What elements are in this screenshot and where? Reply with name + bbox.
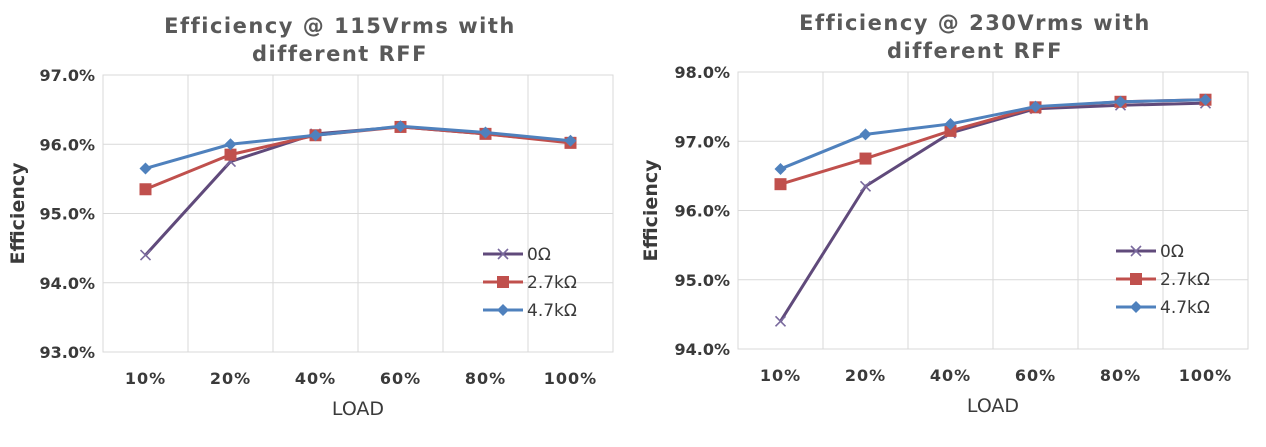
y-tick-label: 96.0%: [674, 202, 730, 221]
y-axis-label: Efficiency: [7, 162, 29, 265]
legend: 0Ω 2.7kΩ 4.7kΩ: [483, 245, 577, 321]
data-point: [859, 180, 872, 192]
legend-entry: 0Ω: [483, 245, 551, 265]
data-point: [1114, 95, 1127, 108]
x-axis-label: LOAD: [967, 395, 1019, 417]
y-tick-label: 97.0%: [674, 132, 730, 151]
legend: 0Ω 2.7kΩ 4.7kΩ: [1116, 242, 1210, 318]
series-3: [774, 93, 1212, 175]
data-point: [309, 129, 322, 142]
x-tick-label: 80%: [465, 369, 506, 388]
data-point: [859, 152, 872, 165]
legend-entry: 4.7kΩ: [1116, 298, 1210, 318]
data-point: [394, 120, 407, 133]
data-point: [139, 183, 152, 196]
x-tick-label: 60%: [1015, 366, 1056, 385]
legend-marker: [497, 304, 509, 316]
legend-label: 4.7kΩ: [1160, 298, 1210, 318]
data-point: [1029, 100, 1042, 113]
legend-marker: [497, 276, 509, 288]
y-tick-label: 97.0%: [39, 66, 95, 85]
legend-marker: [1130, 245, 1142, 257]
x-tick-label: 60%: [380, 369, 421, 388]
legend-marker: [1130, 301, 1142, 313]
legend-marker: [1130, 273, 1142, 285]
series-3: [139, 120, 577, 175]
chart-title: Efficiency @ 230Vrms with different RFF: [799, 11, 1151, 63]
y-tick-label: 95.0%: [674, 271, 730, 290]
chart-1: Efficiency @ 115Vrms with different RFF 93…: [7, 14, 614, 420]
data-point: [224, 148, 237, 161]
legend-entry: 0Ω: [1116, 242, 1184, 262]
data-point: [139, 249, 152, 261]
data-point: [774, 178, 787, 191]
x-axis-label: LOAD: [332, 398, 384, 420]
data-point: [774, 162, 787, 175]
data-point: [859, 128, 872, 141]
data-point: [564, 134, 577, 147]
legend-entry: 4.7kΩ: [483, 301, 577, 321]
y-tick-label: 98.0%: [674, 63, 730, 82]
data-point: [774, 315, 787, 327]
chart-title-line: different RFF: [887, 39, 1063, 63]
y-axis-label: Efficiency: [640, 159, 662, 262]
legend-label: 0Ω: [1160, 242, 1184, 262]
data-point: [139, 162, 152, 175]
data-point: [1199, 93, 1212, 106]
chart-title-line: different RFF: [252, 42, 428, 66]
x-tick-label: 40%: [930, 366, 971, 385]
y-tick-label: 93.0%: [39, 343, 95, 362]
legend-marker: [497, 248, 509, 260]
x-tick-label: 10%: [125, 369, 166, 388]
chart-title-line: Efficiency @ 115Vrms with: [164, 14, 516, 38]
x-tick-label: 40%: [295, 369, 336, 388]
y-tick-label: 94.0%: [674, 340, 730, 359]
data-point: [944, 117, 957, 130]
x-tick-label: 100%: [1179, 366, 1232, 385]
y-tick-label: 96.0%: [39, 135, 95, 154]
legend-label: 4.7kΩ: [527, 301, 577, 321]
chart-title-line: Efficiency @ 230Vrms with: [799, 11, 1151, 35]
legend-label: 2.7kΩ: [1160, 270, 1210, 290]
x-tick-label: 80%: [1100, 366, 1141, 385]
x-tick-label: 20%: [210, 369, 251, 388]
series-line: [779, 101, 1206, 323]
data-point: [224, 138, 237, 151]
x-tick-label: 20%: [845, 366, 886, 385]
chart-title: Efficiency @ 115Vrms with different RFF: [164, 14, 516, 66]
series-line: [145, 124, 571, 170]
x-tick-label: 100%: [544, 369, 597, 388]
chart-2: Efficiency @ 230Vrms with different RFF 94…: [640, 11, 1249, 417]
y-tick-label: 94.0%: [39, 274, 95, 293]
data-point: [944, 124, 957, 137]
y-tick-label: 95.0%: [39, 205, 95, 224]
series-line: [779, 98, 1206, 171]
legend-label: 2.7kΩ: [527, 273, 577, 293]
legend-label: 0Ω: [527, 245, 551, 265]
legend-entry: 2.7kΩ: [483, 273, 577, 293]
legend-entry: 2.7kΩ: [1116, 270, 1210, 290]
x-tick-label: 10%: [760, 366, 801, 385]
data-point: [479, 126, 492, 139]
